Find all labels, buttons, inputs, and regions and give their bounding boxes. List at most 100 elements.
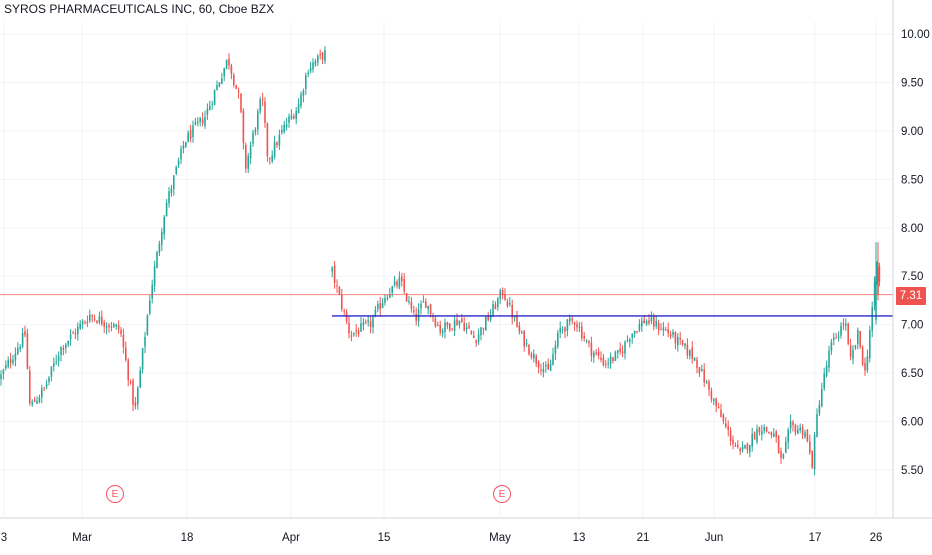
price-tick-label: 5.50 [901,465,923,477]
candle-body [765,426,768,432]
candle-body [427,306,429,310]
candle-body [840,325,842,336]
candle-body [537,361,540,368]
candle-body [391,286,393,293]
candle-body [583,336,585,339]
candle-body [290,115,293,119]
candle-body [837,336,840,338]
candle-body [240,93,242,112]
candle-body [192,125,194,138]
candle-body [626,339,629,342]
candle-body [566,319,569,331]
candle-body [809,441,811,453]
candle-body [283,124,285,133]
candle-body [309,67,312,72]
candle-body [607,363,609,365]
candle-body [854,345,857,348]
candle-body [350,335,353,337]
candle-body [506,301,509,306]
candle-body [789,421,792,429]
candle-body [312,62,314,70]
price-tick-label: 9.50 [901,77,923,89]
candle-body [588,340,590,344]
candle-body [545,365,547,367]
candle-body [511,304,513,318]
candle-body [629,339,631,342]
candle-body [9,358,12,363]
candle-body [878,266,881,282]
candle-body [813,434,816,470]
candle-body [655,320,657,327]
candle-body [348,322,350,334]
candle-body [703,369,705,383]
earnings-marker-icon[interactable]: E [493,485,511,503]
candle-body [828,350,830,368]
price-tick-label: 6.50 [901,368,923,380]
candle-body [60,346,62,356]
candle-body [667,328,669,334]
candle-body [45,384,48,388]
candle-body [278,134,281,146]
candle-body [96,320,98,324]
candle-body [631,333,633,338]
candle-body [41,388,43,398]
candle-body [165,202,168,217]
candle-body [230,65,233,74]
candle-body [737,444,739,447]
candle-body [581,326,583,339]
candle-body [113,324,115,327]
candle-body [281,130,283,133]
candle-body [77,326,79,335]
candle-body [530,354,533,358]
candle-body [549,363,552,371]
time-tick-label: 17 [809,532,822,544]
candle-body [593,352,595,358]
candle-body [876,265,878,282]
candle-body [561,328,564,330]
candle-layer [0,46,881,476]
candle-body [710,390,713,400]
candle-body [305,75,307,89]
earnings-marker-icon[interactable]: E [106,485,124,503]
candle-body [633,330,636,335]
candle-body [93,318,96,320]
candle-body [818,404,821,414]
candle-body [877,276,879,295]
candle-body [300,93,302,107]
candle-body [501,289,504,295]
candle-body [324,50,326,62]
candle-body [547,363,549,370]
candle-body [811,450,813,468]
candle-body [518,325,521,332]
candle-body [875,276,877,320]
candle-body [600,357,602,360]
candle-body [864,363,866,371]
candle-body [110,326,113,328]
candle-body [720,409,722,418]
candle-body [453,320,456,331]
candle-body [693,357,696,361]
candle-body [619,348,621,352]
candle-body [597,351,600,356]
candle-body [158,243,161,253]
candle-body [725,423,727,427]
candle-body [657,322,660,331]
candle-body [266,123,269,157]
candle-body [576,323,578,328]
candle-body [189,130,192,139]
candle-body [746,443,749,451]
candle-body [237,90,240,93]
candle-body [797,429,799,434]
candle-body [465,327,468,330]
candle-body [732,439,734,445]
candle-body [225,59,228,69]
candle-body [314,60,317,65]
candle-body [816,414,818,437]
candle-body [609,356,612,364]
candle-body [665,329,667,331]
candle-body [341,294,343,310]
candle-body [369,320,372,327]
candle-body [849,345,852,357]
